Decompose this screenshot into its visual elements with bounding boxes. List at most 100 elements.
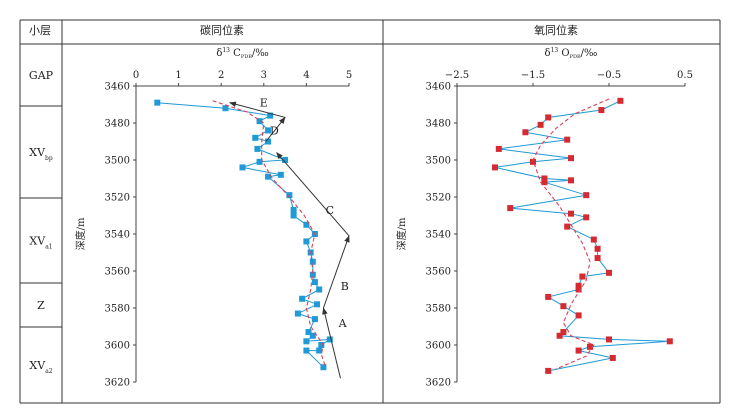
x-tick-label: 0.5 — [677, 70, 693, 81]
data-point — [282, 157, 289, 163]
data-point — [568, 177, 574, 184]
data-point — [303, 338, 310, 345]
data-point — [575, 286, 582, 293]
measured-line — [494, 100, 670, 372]
data-point — [305, 329, 312, 336]
x-tick-label: 4 — [303, 70, 309, 81]
layer-label-sub: a2 — [45, 368, 53, 375]
data-point — [318, 342, 325, 348]
layer-label-main: XV — [29, 146, 46, 159]
y-tick-label: 3620 — [105, 378, 130, 389]
y-tick-label: 3560 — [426, 267, 451, 278]
trend-arrow-label: A — [338, 317, 348, 330]
layer-label: XVa1 — [29, 235, 52, 251]
data-point — [154, 99, 161, 106]
layer-label: XVa2 — [29, 359, 52, 375]
x-tick-label: −0.5 — [597, 70, 621, 81]
header-layer: 小层 — [29, 24, 51, 37]
y-tick-label: 3540 — [426, 230, 451, 241]
data-point — [594, 245, 601, 252]
x-axis-label-sym: C — [230, 48, 241, 59]
data-point — [537, 121, 544, 128]
data-point — [575, 312, 582, 319]
x-tick-label: 3 — [261, 70, 267, 81]
oxygen-chart: δ13 OPDB/‰ −2.5 −1.5 −0.5 0.5 3460 3480 3500 352… — [395, 47, 693, 389]
trend-arrow-label: D — [270, 124, 279, 137]
data-point — [583, 214, 590, 221]
x-tick-label: −1.5 — [521, 70, 545, 81]
x-tick-label: 1 — [175, 70, 181, 81]
y-tick-label: 3500 — [105, 156, 130, 167]
data-point — [314, 301, 321, 308]
y-tick-label: 3560 — [105, 267, 130, 278]
y-tick-label: 3520 — [105, 193, 130, 204]
trend-arrow — [322, 307, 341, 379]
data-point — [303, 238, 310, 245]
data-point — [575, 347, 582, 354]
data-point — [303, 347, 310, 354]
layer-label-main: XV — [29, 235, 46, 248]
data-point — [256, 118, 263, 125]
data-point — [254, 145, 261, 152]
x-axis-label-sub: PDB — [570, 54, 581, 60]
data-point — [320, 364, 327, 371]
data-point — [286, 192, 293, 199]
layer-label-main: XV — [29, 359, 46, 372]
x-axis-label-unit: /‰ — [581, 48, 598, 59]
data-point — [265, 127, 272, 134]
data-point — [560, 303, 567, 310]
data-point — [530, 158, 536, 165]
x-tick-label: −2.5 — [445, 70, 469, 81]
x-axis-label-unit: /‰ — [252, 48, 269, 59]
y-tick-label: 3580 — [426, 304, 451, 315]
data-point — [290, 206, 297, 213]
x-axis-label-sub: PDB — [241, 54, 252, 60]
header-carbon: 碳同位素 — [200, 23, 244, 37]
data-point — [316, 347, 323, 354]
y-tick-label: 3480 — [426, 119, 451, 130]
y-tick-label: 3600 — [426, 341, 451, 352]
y-tick-label: 3520 — [426, 193, 451, 204]
trend-arrow — [265, 116, 286, 142]
layer-label: XVbp — [29, 146, 53, 162]
data-point — [311, 279, 318, 286]
data-point — [545, 114, 552, 121]
data-point — [265, 138, 272, 145]
x-tick-label: 0 — [133, 70, 139, 81]
data-point — [560, 329, 567, 336]
data-point — [316, 286, 323, 293]
layer-label: GAP — [29, 69, 54, 82]
data-point — [545, 367, 552, 374]
data-point — [507, 205, 514, 212]
data-point — [222, 105, 229, 112]
data-point — [579, 273, 586, 280]
data-point — [252, 134, 259, 141]
trend-arrow-label: C — [326, 204, 334, 217]
measured-line — [157, 102, 331, 368]
y-tick-label: 3600 — [105, 341, 130, 352]
table-frame — [19, 19, 721, 404]
carbon-chart: δ13 CPDB/‰0 1 2 3 4 5346034803500352035403560… — [74, 47, 352, 389]
data-point — [545, 293, 552, 300]
x-tick-label: 2 — [218, 70, 224, 81]
data-point — [606, 336, 612, 343]
x-axis-label-sup: 13 — [222, 47, 230, 54]
data-point — [239, 164, 246, 171]
data-point — [541, 179, 548, 186]
data-point — [495, 145, 502, 152]
trend-line — [212, 100, 327, 368]
y-tick-label: 3540 — [105, 230, 130, 241]
data-point — [568, 210, 574, 217]
data-point — [265, 173, 272, 180]
data-point — [590, 236, 597, 243]
data-point — [594, 255, 601, 262]
layer-label: Z — [37, 299, 45, 312]
trend-line — [532, 98, 610, 370]
data-point — [311, 316, 318, 323]
data-point — [556, 332, 563, 339]
data-point — [309, 258, 316, 265]
layer-label-sub: a1 — [45, 244, 52, 251]
data-point — [492, 164, 498, 171]
